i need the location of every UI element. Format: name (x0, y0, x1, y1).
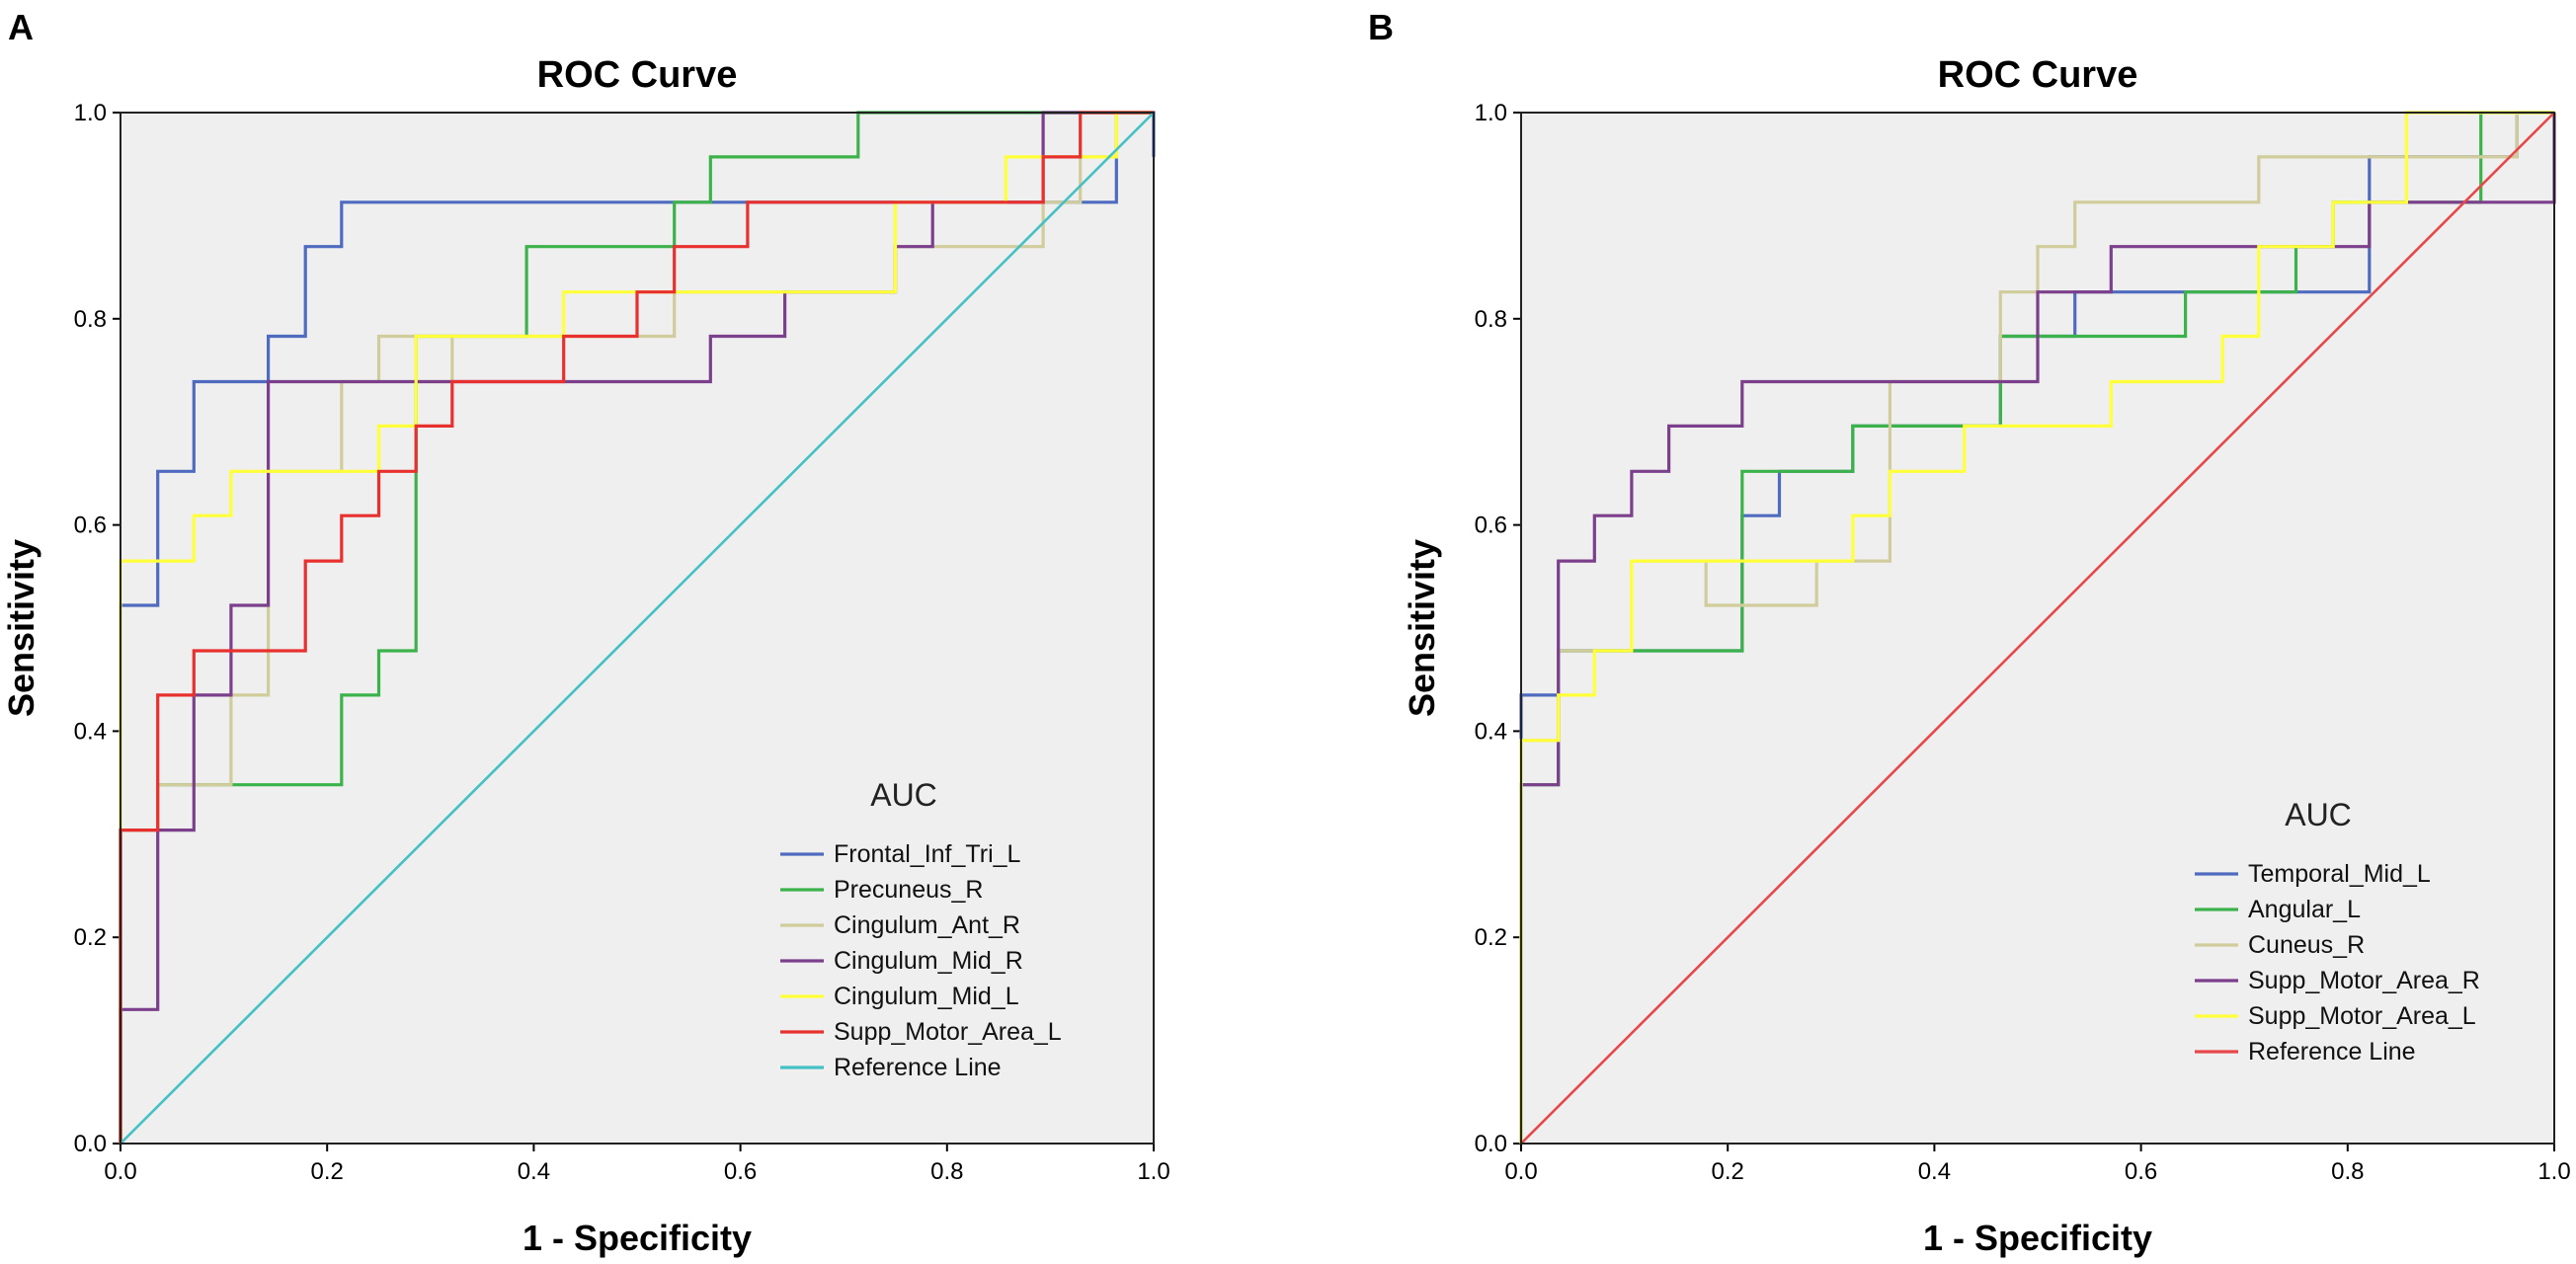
x-tick-label: 0.4 (518, 1158, 550, 1185)
x-tick-label: 0.8 (2331, 1158, 2364, 1185)
legend-label: Cuneus_R (2248, 931, 2365, 959)
y-tick-label: 1.0 (1475, 100, 1507, 126)
x-tick-label: 0.6 (724, 1158, 757, 1185)
x-tick-label: 0.8 (930, 1158, 963, 1185)
chart-panel-b: B ROC Curve 0.0 0.2 0.4 0.6 0.8 1.0 0.0 0.2 0.4 0.6… (1368, 7, 2571, 1258)
y-tick-label: 0.8 (1475, 306, 1507, 333)
legend-label: Angular_L (2248, 896, 2361, 923)
legend-title: AUC (2285, 797, 2352, 832)
legend: AUC Temporal_Mid_L Angular_L Cuneus_R Supp_M… (2195, 797, 2480, 1066)
legend-label: Cingulum_Ant_R (834, 911, 1020, 939)
chart-title: ROC Curve (537, 54, 738, 96)
y-tick-label: 0.0 (1475, 1131, 1507, 1157)
x-tick-label: 0.0 (1504, 1158, 1537, 1185)
plot-border (1520, 112, 2555, 1145)
legend-label: Precuneus_R (834, 876, 983, 904)
x-tick-label: 0.4 (1918, 1158, 1951, 1185)
series-line-reference-line (1520, 112, 2555, 1145)
legend-label: Reference Line (834, 1054, 1002, 1081)
y-axis-title: Sensitivity (1, 539, 41, 717)
y-tick-label: 0.6 (74, 513, 107, 539)
y-tick-label: 0.4 (1475, 718, 1507, 745)
y-tick-label: 1.0 (74, 100, 107, 126)
x-tick-label: 0.6 (2125, 1158, 2157, 1185)
series-line-supp-motor-area-l (119, 111, 1154, 1144)
y-tick-label: 0.8 (74, 306, 107, 333)
series-line-supp-motor-area-l (1519, 111, 2554, 1144)
y-tick-label: 0.0 (74, 1131, 107, 1157)
series-group (1519, 111, 2556, 1145)
legend: AUC Frontal_Inf_Tri_L Precuneus_R Cingulum_… (780, 777, 1062, 1081)
chart-title: ROC Curve (1938, 54, 2138, 96)
x-tick-label: 0.2 (311, 1158, 344, 1185)
series-line-cingulum-mid-l (119, 111, 1154, 1144)
legend-label: Supp_Motor_Area_R (2248, 967, 2480, 994)
y-tick-label: 0.2 (1475, 924, 1507, 951)
y-tick-label: 0.6 (1475, 513, 1507, 539)
y-tick-label: 0.2 (74, 924, 107, 951)
legend-label: Cingulum_Mid_L (834, 983, 1019, 1010)
x-tick-label: 0.0 (104, 1158, 136, 1185)
series-line-reference-line (120, 112, 1155, 1145)
series-group (119, 111, 1156, 1145)
legend-title: AUC (870, 777, 937, 813)
legend-label: Supp_Motor_Area_L (2248, 1002, 2476, 1030)
chart-panel-a: A ROC Curve 0.0 0.2 0.4 0.6 0.8 1.0 0.0 0.2 0.4 0.6… (1, 7, 1170, 1258)
series-line-cingulum-mid-r (119, 111, 1154, 1144)
y-tick-label: 0.4 (74, 718, 107, 745)
panel-letter: A (8, 7, 34, 47)
x-tick-label: 1.0 (1137, 1158, 1169, 1185)
legend-label: Reference Line (2248, 1038, 2416, 1066)
x-tick-label: 0.2 (1712, 1158, 1744, 1185)
panel-letter: B (1368, 7, 1394, 47)
legend-label: Frontal_Inf_Tri_L (834, 840, 1021, 868)
legend-label: Cingulum_Mid_R (834, 947, 1023, 975)
x-axis-title: 1 - Specificity (1923, 1218, 2152, 1258)
plot-border (120, 112, 1155, 1145)
legend-label: Temporal_Mid_L (2248, 860, 2431, 888)
x-axis-title: 1 - Specificity (523, 1218, 752, 1258)
legend-label: Supp_Motor_Area_L (834, 1018, 1062, 1046)
y-axis-title: Sensitivity (1402, 539, 1442, 717)
x-tick-label: 1.0 (2537, 1158, 2570, 1185)
